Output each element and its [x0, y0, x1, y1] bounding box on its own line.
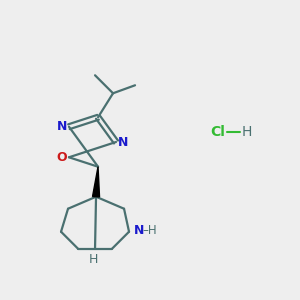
Text: –H: –H: [142, 224, 157, 237]
Text: N: N: [57, 120, 67, 133]
Polygon shape: [92, 167, 100, 197]
Text: N: N: [134, 224, 144, 237]
Text: O: O: [57, 151, 67, 164]
Text: N: N: [118, 136, 128, 148]
Text: H: H: [242, 125, 252, 139]
Text: Cl: Cl: [210, 125, 225, 139]
Text: H: H: [88, 253, 98, 266]
